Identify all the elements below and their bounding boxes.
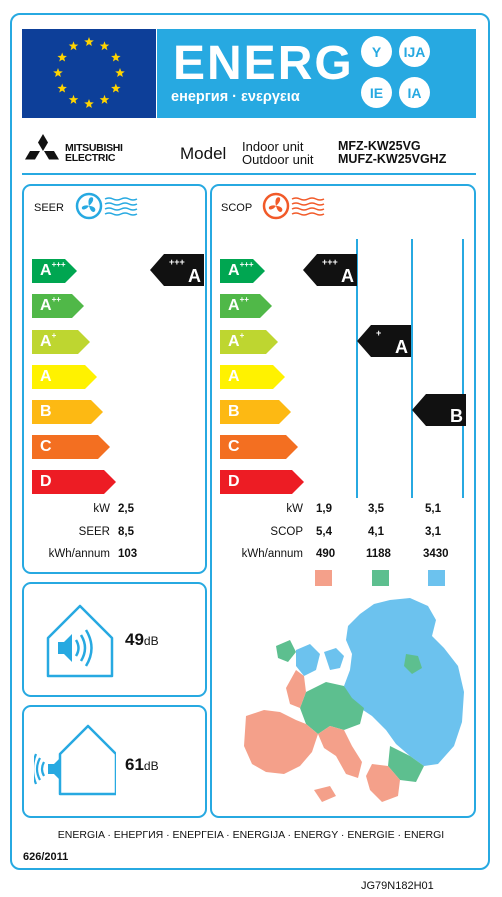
- cold-scop-value: 3,1: [425, 526, 441, 538]
- scop-class-arrow: A+: [220, 330, 278, 354]
- scop-kw-label: kW: [286, 503, 303, 515]
- scop-class-arrow: D: [220, 470, 304, 494]
- outdoor-noise-panel: [22, 705, 207, 818]
- average-kwh-value: 1188: [366, 548, 391, 560]
- scop-class-arrow: A: [220, 365, 285, 389]
- energy-subtitle: енергия · ενεργεια: [171, 89, 300, 105]
- warm-zone-swatch: [315, 570, 332, 586]
- scop-class-arrow: A++: [220, 294, 272, 318]
- zone-divider-3: [462, 239, 464, 498]
- seer-seer-value: 8,5: [118, 526, 134, 538]
- model-codes: MFZ-KW25VG MUFZ-KW25VGHZ: [338, 139, 447, 166]
- seer-label: SEER: [34, 202, 64, 214]
- document-code: JG79N182H01: [361, 880, 434, 892]
- eu-flag: [22, 29, 156, 118]
- suffix-ie: IE: [361, 77, 392, 108]
- warm-kwh-value: 490: [316, 548, 336, 560]
- unit-labels: Indoor unit Outdoor unit: [242, 139, 314, 167]
- eu-stars-icon: [53, 37, 125, 108]
- model-label: Model: [180, 144, 227, 163]
- scop-label: SCOP: [221, 202, 253, 214]
- indoor-noise-value: 49dB: [125, 630, 159, 649]
- average-zone-swatch: [372, 570, 389, 586]
- warm-kw-value: 1,9: [316, 503, 332, 515]
- suffix-ija: IJA: [399, 36, 430, 67]
- seer-class-arrow: C: [32, 435, 110, 459]
- seer-panel: [22, 184, 207, 574]
- cooling-fan-icon: [75, 192, 138, 220]
- seer-kw-label: kW: [93, 503, 110, 515]
- scop-class-arrow: B: [220, 400, 291, 424]
- seer-class-arrow: D: [32, 470, 116, 494]
- energy-title: ENERG: [173, 37, 354, 90]
- seer-kw-value: 2,5: [118, 503, 134, 515]
- seer-class-arrow: A++: [32, 294, 84, 318]
- europe-climate-map-icon: [244, 598, 464, 802]
- label-frame: [10, 13, 490, 870]
- brand-name: MITSUBISHI ELECTRIC: [65, 142, 123, 164]
- cold-kwh-value: 3430: [423, 548, 449, 560]
- heating-fan-icon: [262, 192, 325, 220]
- indoor-noise-panel: [22, 582, 207, 697]
- seer-kwh-label: kWh/annum: [48, 548, 110, 560]
- scop-panel: [210, 184, 476, 818]
- cold-kw-value: 5,1: [425, 503, 441, 515]
- scop-class-arrow: C: [220, 435, 298, 459]
- seer-class-arrow: B: [32, 400, 103, 424]
- suffix-ia: IA: [399, 77, 430, 108]
- outdoor-noise-value: 61dB: [125, 755, 159, 774]
- regulation-number: 626/2011: [23, 851, 69, 863]
- indoor-unit-noise-icon: [46, 604, 114, 678]
- brand-divider: [22, 173, 476, 175]
- zone-divider-2: [411, 239, 413, 498]
- average-kw-value: 3,5: [368, 503, 384, 515]
- average-scop-value: 4,1: [368, 526, 384, 538]
- seer-class-arrow: A+: [32, 330, 90, 354]
- warm-scop-value: 5,4: [316, 526, 332, 538]
- cold-zone-swatch: [428, 570, 445, 586]
- seer-seer-label: SEER: [78, 526, 110, 538]
- scop-scop-label: SCOP: [270, 526, 303, 538]
- seer-class-arrow: A: [32, 365, 97, 389]
- seer-kwh-value: 103: [118, 548, 138, 560]
- suffix-y: Y: [361, 36, 392, 67]
- zone-divider-1: [356, 239, 358, 498]
- scop-kwh-label: kWh/annum: [241, 548, 303, 560]
- languages-line: ENERGIA · ЕНЕРГИЯ · ΕΝΕΡΓΕΙΑ · ENERGIJA …: [57, 829, 445, 841]
- outdoor-unit-noise-icon: [34, 724, 116, 796]
- mitsubishi-logo-icon: [25, 134, 59, 160]
